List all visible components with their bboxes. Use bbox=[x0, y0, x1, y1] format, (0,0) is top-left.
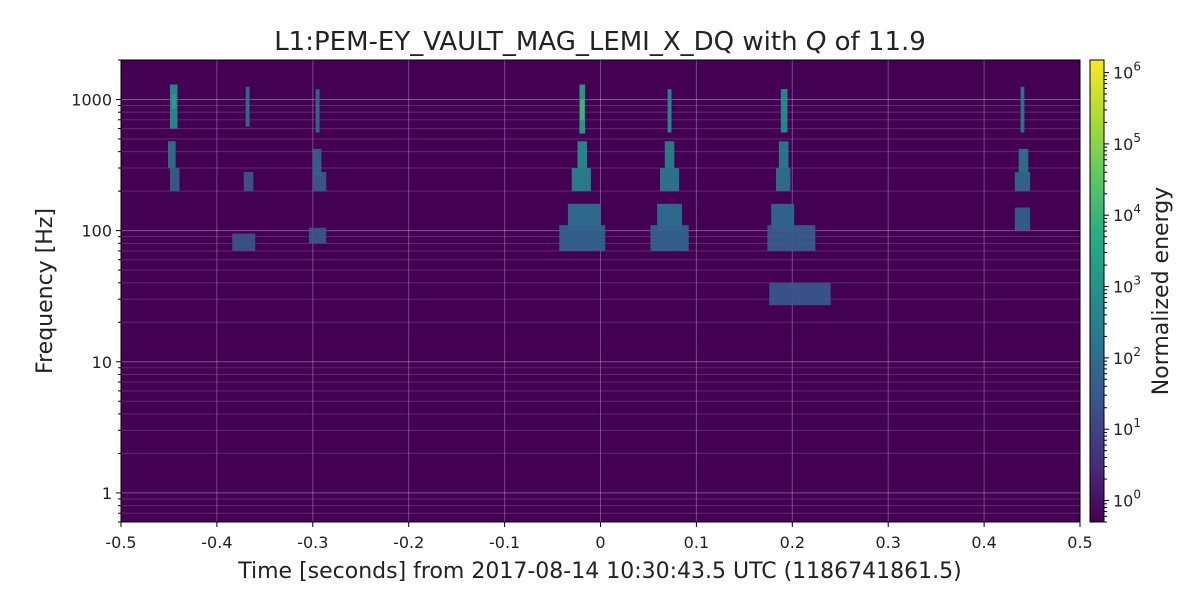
spectrogram-tile bbox=[577, 141, 588, 169]
spectrogram-tile bbox=[664, 141, 675, 169]
x-tick-label: 0 bbox=[595, 533, 605, 552]
colorbar-tick-label: 100 bbox=[1113, 488, 1141, 511]
colorbar-tick-label: 106 bbox=[1113, 60, 1141, 83]
spectrogram-tile bbox=[1020, 86, 1025, 133]
x-tick-label: -0.2 bbox=[393, 533, 424, 552]
y-tick-label: 100 bbox=[81, 222, 112, 241]
spectrogram-tile bbox=[771, 203, 795, 231]
spectrogram-tiles bbox=[167, 84, 1031, 306]
spectrogram-tile bbox=[245, 86, 250, 127]
y-tick-label: 1 bbox=[102, 484, 112, 503]
spectrogram-tile bbox=[312, 148, 322, 177]
spectrogram-tile bbox=[667, 89, 672, 133]
y-tick-label: 1000 bbox=[71, 90, 112, 109]
title-text-end: of 11.9 bbox=[826, 27, 925, 57]
spectrogram-tile bbox=[650, 225, 689, 251]
spectrogram-tile bbox=[308, 227, 327, 244]
title-symbol: Q bbox=[806, 27, 826, 57]
spectrogram-tile bbox=[559, 225, 606, 251]
spectrogram-tile bbox=[659, 168, 680, 192]
spectrogram-tile bbox=[169, 168, 180, 192]
spectrogram-tile bbox=[780, 89, 788, 133]
colorbar bbox=[1089, 59, 1105, 523]
x-tick-label: 0.2 bbox=[780, 533, 805, 552]
colorbar-tick-label: 102 bbox=[1113, 345, 1141, 368]
spectrogram-tile bbox=[171, 94, 176, 109]
x-tick-label: 0.4 bbox=[971, 533, 996, 552]
plot-area bbox=[121, 60, 1080, 522]
spectrogram-tile bbox=[315, 89, 320, 133]
colorbar-tick-label: 104 bbox=[1113, 202, 1141, 225]
y-tick-label: 10 bbox=[92, 353, 112, 372]
grid-lines bbox=[121, 60, 1080, 522]
spectrogram-tile bbox=[1018, 148, 1029, 172]
x-axis-label: Time [seconds] from 2017-08-14 10:30:43.… bbox=[237, 559, 961, 584]
title-text-start: L1:PEM-EY_VAULT_MAG_LEMI_X_DQ with bbox=[274, 27, 806, 57]
x-tick-label: -0.1 bbox=[489, 533, 520, 552]
x-tick-label: -0.5 bbox=[105, 533, 136, 552]
spectrogram-tile bbox=[312, 171, 327, 192]
colorbar-ticks: 100 101 102 103 104 105 106 bbox=[1104, 60, 1141, 523]
x-tick-label: 0.1 bbox=[684, 533, 709, 552]
spectrogram-tile bbox=[571, 168, 591, 192]
spectrogram-tile bbox=[167, 141, 176, 169]
spectrogram-tile bbox=[232, 233, 256, 251]
chart-title: L1:PEM-EY_VAULT_MAG_LEMI_X_DQ with Q of … bbox=[274, 27, 926, 57]
spectrogram-tile bbox=[1014, 171, 1031, 192]
spectrogram-tile bbox=[767, 225, 816, 251]
spectrogram-tile bbox=[775, 168, 791, 192]
spectrogram-tile bbox=[778, 141, 789, 169]
colorbar-tick-label: 105 bbox=[1113, 131, 1141, 154]
y-axis-ticks: 1 10 100 1000 bbox=[71, 59, 121, 523]
colorbar-tick-label: 101 bbox=[1113, 416, 1141, 439]
spectrogram-tile bbox=[580, 99, 585, 120]
spectrogram-tile bbox=[769, 282, 831, 306]
x-tick-label: 0.5 bbox=[1067, 533, 1092, 552]
x-tick-label: -0.4 bbox=[201, 533, 232, 552]
x-tick-label: 0.3 bbox=[875, 533, 900, 552]
colorbar-label: Normalized energy bbox=[1149, 187, 1174, 395]
spectrogram-tile bbox=[1014, 207, 1031, 231]
y-axis-label: Frequency [Hz] bbox=[33, 208, 58, 374]
colorbar-tick-label: 103 bbox=[1113, 274, 1141, 297]
spectrogram-tile bbox=[243, 171, 254, 192]
x-axis-ticks: -0.5 -0.4 -0.3 -0.2 -0.1 0 0.1 0.2 0.3 0.4 0.5 bbox=[105, 522, 1093, 552]
x-tick-label: -0.3 bbox=[297, 533, 328, 552]
